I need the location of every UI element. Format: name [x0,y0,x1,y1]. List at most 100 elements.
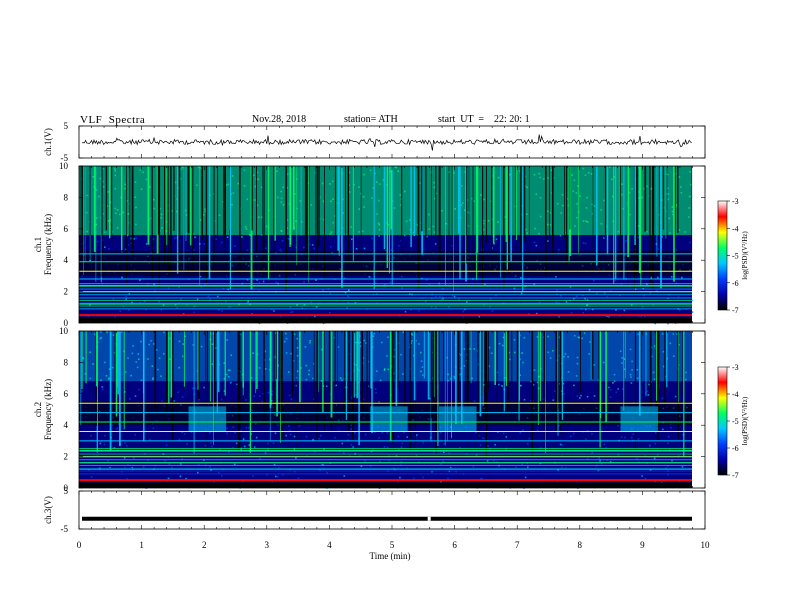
ch2-noise [394,469,396,471]
ch2-noise [519,358,521,361]
ch2-noise [181,396,184,398]
ch1-noise [398,244,400,247]
ch2-noise [453,375,455,378]
ch1-noise [404,310,407,313]
ch2-noise [93,333,96,336]
ch2-noise [653,378,656,380]
x-tick-label: 3 [265,540,270,550]
ch1-noise [128,309,130,311]
ch2-noise [285,337,288,340]
ch1-noise [216,295,219,298]
ch2-noise [230,354,233,357]
ch1-noise [303,281,305,283]
ch2-noise [465,359,468,362]
ch1-floor [79,317,692,323]
ch2-noise [609,396,612,398]
ch2-noise [227,376,230,378]
ch1-noise [520,292,523,295]
ch1-noise [439,296,441,298]
ch2-noise [288,429,291,432]
ch2-noise [381,432,383,434]
ch2-ytick-label: 10 [59,326,69,336]
ch1-noise [174,237,176,239]
ch1-noise [424,300,427,303]
ch2-noise [648,444,651,446]
ch1-noise [434,243,437,245]
ch2-noise [348,455,351,457]
ch2-noise [240,429,242,432]
ch2-noise [161,400,164,402]
ch1-hiss-band [79,166,692,236]
ch2-noise [219,448,221,451]
ch2-noise [388,459,390,462]
ch2-noise [284,340,286,343]
ch2-noise [630,376,632,378]
ch1-noise [667,322,669,325]
ch1-noise [133,238,135,240]
ch2-noise [294,470,296,473]
ch2-noise [223,362,225,364]
ch1-noise [178,286,180,288]
ch2-noise [681,466,684,468]
ch1-noise [462,316,464,318]
ch2-noise [264,452,267,455]
ch2-noise [487,445,489,447]
ch1-noise [348,289,350,291]
ch2-noise [501,385,503,387]
ch1-noise [489,298,492,300]
ch2-noise [293,333,296,336]
ch1-noise [145,308,147,311]
ch1-noise [426,235,428,238]
ch1-noise [209,298,211,301]
x-tick-label: 1 [139,540,144,550]
ch2-noise [227,451,230,453]
ch2-floor [79,482,692,488]
ch2-noise [475,431,477,434]
ch2-noise [552,399,555,401]
ch1-noise [453,295,456,298]
colorbar-label-text: log(PSD)(V²/Hz) [741,231,749,280]
ch1-noise [640,316,642,318]
ch1-noise [220,241,223,244]
ch2-noise [536,336,539,338]
ch2-noise [383,369,386,371]
ch2-noise [362,398,364,401]
ch1-noise [368,276,371,278]
ch2-noise [89,377,92,380]
ch2-noise [440,463,442,465]
ch2-noise [397,481,400,483]
ch2-noise [617,388,619,390]
ch2-noise [403,431,405,434]
ch2-noise [522,361,524,364]
ch2-noise [479,444,482,446]
ch1-noise [230,305,232,308]
ch2-noise [558,336,560,339]
ch2-noise [134,395,137,397]
axis-label: ch.1 [33,237,43,252]
ch1-noise [681,276,683,279]
ch1-noise [556,289,559,291]
ch1-noise [630,304,633,306]
ch1-noise [655,243,658,245]
ch2-noise [242,438,245,441]
ch2-noise [89,351,91,353]
ch2-noise [253,395,256,397]
x-tick-label: 6 [452,540,457,550]
ch2-noise [554,390,556,393]
ch2-noise [296,337,298,340]
ch1-noise [167,287,170,290]
ch2-noise [588,353,590,355]
ch2-noise [252,352,254,354]
ch2-noise [354,341,357,344]
ch2-noise [415,340,417,342]
ch1-noise [582,312,585,314]
ch2-noise [300,367,302,369]
ch1-noise [656,276,659,279]
ch1-noise [401,275,403,278]
x-tick-label: 2 [202,540,207,550]
ch2-noise [160,375,162,377]
ch1-noise [228,306,230,308]
ch1-noise [119,310,122,312]
ch2-noise [177,391,179,393]
